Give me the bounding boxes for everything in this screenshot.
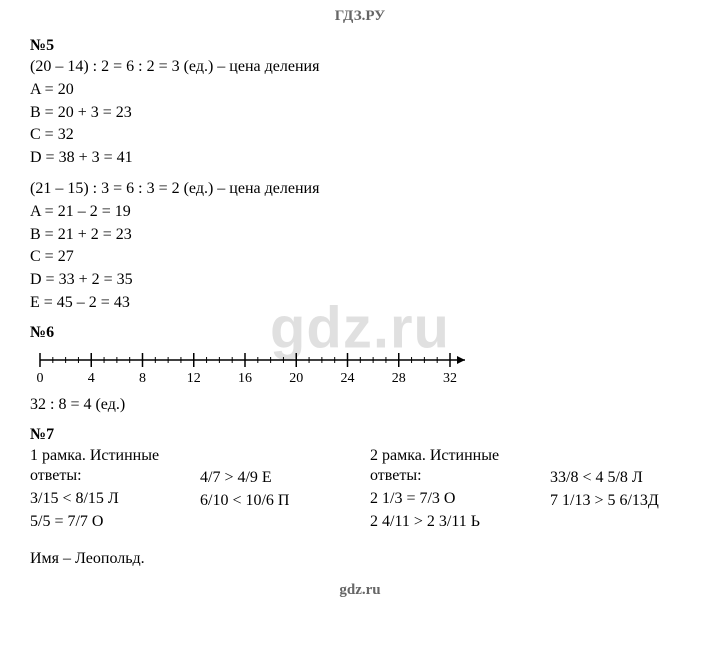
text-line: D = 33 + 2 = 35: [30, 270, 690, 291]
text-line: 6/10 < 10/6 П: [200, 491, 370, 512]
frame-1-title: 1 рамка. Истинные ответы:: [30, 446, 200, 488]
text-line: 33/8 < 4 5/8 Л: [550, 468, 710, 489]
answer-line: Имя – Леопольд.: [30, 549, 690, 570]
frame-1-col-1: 1 рамка. Истинные ответы: 3/15 < 8/15 Л …: [30, 446, 200, 535]
svg-text:28: 28: [392, 371, 406, 386]
text-line: A = 20: [30, 80, 690, 101]
svg-text:4: 4: [88, 371, 95, 386]
frame-1-col-2: 4/7 > 4/9 Е 6/10 < 10/6 П: [200, 446, 370, 535]
frame-2-col-2: 33/8 < 4 5/8 Л 7 1/13 > 5 6/13Д: [550, 446, 710, 535]
text-line: [550, 446, 710, 467]
text-line: 5/5 = 7/7 О: [30, 512, 200, 533]
text-line: 4/7 > 4/9 Е: [200, 468, 370, 489]
text-line: 2 1/3 = 7/3 О: [370, 489, 550, 510]
text-line: 2 4/11 > 2 3/11 Ь: [370, 512, 550, 533]
text-line: [200, 446, 370, 467]
section-6: №6 0 4 8 12 16 20 24 28 32 32 : 8 = 4 (ед.): [30, 324, 690, 416]
section-7: №7 1 рамка. Истинные ответы: 3/15 < 8/15…: [30, 426, 690, 570]
footer-text: gdz.ru: [30, 582, 690, 599]
svg-text:24: 24: [341, 371, 355, 386]
section-5-block-2: (21 – 15) : 3 = 6 : 3 = 2 (ед.) – цена д…: [30, 179, 690, 314]
section-5-title: №5: [30, 37, 690, 55]
section-5-block-1: (20 – 14) : 2 = 6 : 2 = 3 (ед.) – цена д…: [30, 57, 690, 169]
svg-text:12: 12: [187, 371, 201, 386]
section-7-columns: 1 рамка. Истинные ответы: 3/15 < 8/15 Л …: [30, 446, 690, 535]
text-line: C = 27: [30, 247, 690, 268]
section-5: №5 (20 – 14) : 2 = 6 : 2 = 3 (ед.) – цен…: [30, 37, 690, 314]
text-line: E = 45 – 2 = 43: [30, 293, 690, 314]
text-line: C = 32: [30, 125, 690, 146]
section-7-title: №7: [30, 426, 690, 444]
svg-text:8: 8: [139, 371, 146, 386]
number-line: 0 4 8 12 16 20 24 28 32: [30, 348, 480, 386]
text-line: A = 21 – 2 = 19: [30, 202, 690, 223]
svg-text:16: 16: [238, 371, 252, 386]
text-line: 7 1/13 > 5 6/13Д: [550, 491, 710, 512]
svg-text:0: 0: [37, 371, 44, 386]
section-6-title: №6: [30, 324, 690, 342]
frame-2-title: 2 рамка. Истинные ответы:: [370, 446, 550, 488]
text-line: (21 – 15) : 3 = 6 : 3 = 2 (ед.) – цена д…: [30, 179, 690, 200]
svg-text:32: 32: [443, 371, 457, 386]
text-line: B = 21 + 2 = 23: [30, 225, 690, 246]
text-line: B = 20 + 3 = 23: [30, 103, 690, 124]
text-line: 3/15 < 8/15 Л: [30, 489, 200, 510]
header-text: ГДЗ.РУ: [30, 8, 690, 25]
text-line: 32 : 8 = 4 (ед.): [30, 395, 690, 416]
frame-2-col-1: 2 рамка. Истинные ответы: 2 1/3 = 7/3 О …: [370, 446, 550, 535]
text-line: D = 38 + 3 = 41: [30, 148, 690, 169]
svg-text:20: 20: [289, 371, 303, 386]
text-line: (20 – 14) : 2 = 6 : 2 = 3 (ед.) – цена д…: [30, 57, 690, 78]
